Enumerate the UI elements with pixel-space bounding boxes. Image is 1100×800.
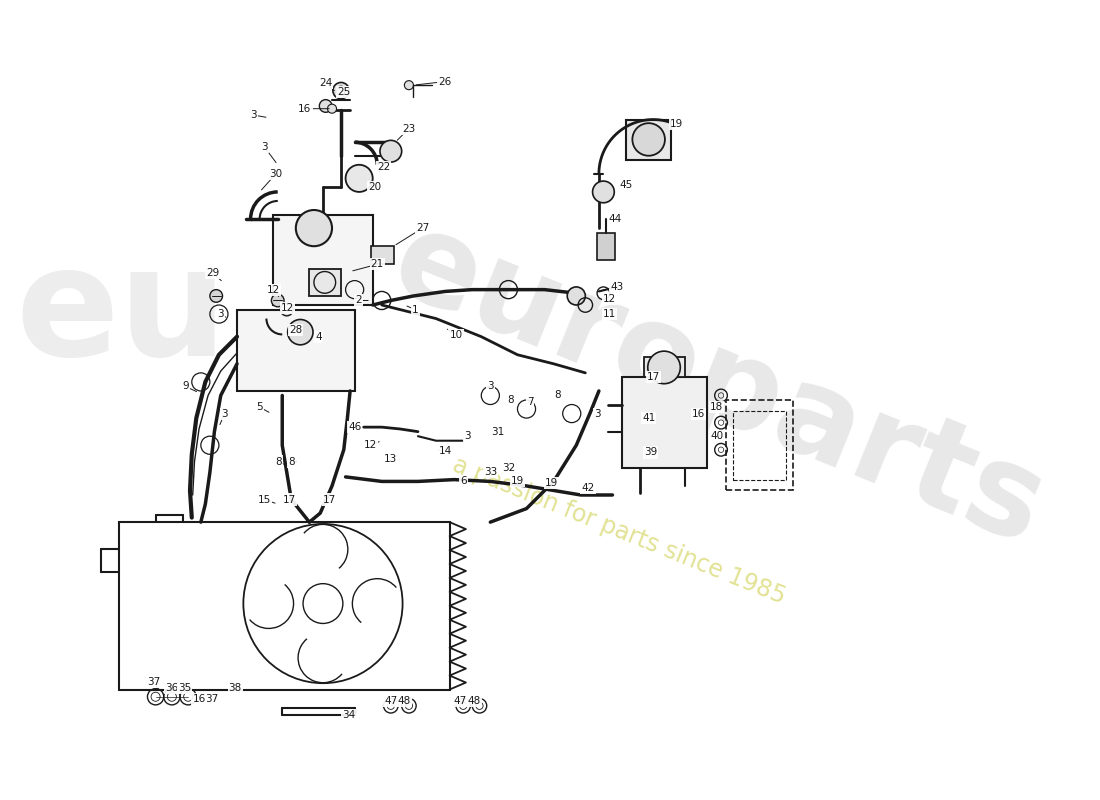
- Circle shape: [345, 165, 373, 192]
- Text: 3: 3: [218, 309, 224, 319]
- Bar: [733, 411, 786, 480]
- Text: 48: 48: [468, 696, 481, 706]
- Circle shape: [296, 210, 332, 246]
- Circle shape: [333, 82, 349, 98]
- Text: 17: 17: [322, 494, 335, 505]
- Text: 19: 19: [510, 477, 524, 486]
- Text: 1: 1: [411, 305, 419, 314]
- Bar: [726, 400, 793, 490]
- Text: 8: 8: [275, 457, 282, 466]
- Text: 35: 35: [178, 682, 191, 693]
- Text: eu: eu: [15, 238, 228, 388]
- Text: 20: 20: [368, 182, 381, 192]
- Text: 30: 30: [270, 169, 283, 179]
- Text: 12: 12: [282, 302, 295, 313]
- Text: 15: 15: [257, 494, 271, 505]
- Text: 3: 3: [464, 431, 471, 441]
- Text: 8: 8: [288, 457, 295, 466]
- Circle shape: [568, 287, 585, 305]
- Text: 24: 24: [319, 78, 332, 88]
- Text: 17: 17: [283, 494, 296, 505]
- Text: 38: 38: [229, 682, 242, 693]
- Text: 17: 17: [647, 372, 660, 382]
- Text: 41: 41: [642, 413, 656, 423]
- Text: 32: 32: [502, 463, 515, 473]
- Text: 23: 23: [403, 123, 416, 134]
- Text: 11: 11: [603, 309, 616, 319]
- Text: 29: 29: [206, 268, 219, 278]
- Text: 12: 12: [363, 440, 376, 450]
- Text: 39: 39: [644, 447, 657, 458]
- Circle shape: [319, 100, 332, 112]
- Text: 4: 4: [315, 332, 322, 342]
- Text: 40: 40: [710, 431, 723, 441]
- Text: 27: 27: [416, 223, 429, 233]
- Text: 47: 47: [454, 696, 467, 706]
- Bar: [371, 246, 394, 264]
- Text: 44: 44: [608, 214, 622, 224]
- Circle shape: [405, 81, 414, 90]
- Text: 3: 3: [261, 142, 267, 152]
- Text: 31: 31: [491, 426, 504, 437]
- Text: 18: 18: [710, 402, 723, 412]
- Text: 48: 48: [398, 696, 411, 706]
- Text: 36: 36: [165, 682, 178, 693]
- Text: 37: 37: [205, 694, 218, 703]
- Text: 7: 7: [527, 397, 534, 407]
- Circle shape: [379, 140, 401, 162]
- Text: 10: 10: [450, 330, 462, 340]
- Text: 16: 16: [192, 694, 206, 703]
- Circle shape: [280, 303, 293, 316]
- Bar: [645, 358, 685, 378]
- Text: 43: 43: [610, 282, 624, 292]
- Text: 6: 6: [460, 477, 466, 486]
- Text: 8: 8: [554, 390, 561, 401]
- Text: 16: 16: [298, 104, 311, 114]
- Text: 25: 25: [337, 87, 351, 98]
- Bar: [120, 522, 450, 690]
- Text: a passion for parts since 1985: a passion for parts since 1985: [449, 452, 789, 608]
- Circle shape: [288, 319, 313, 345]
- Text: 46: 46: [348, 422, 361, 432]
- Text: 14: 14: [439, 446, 452, 456]
- Bar: [626, 119, 671, 160]
- Text: europarts: europarts: [375, 200, 1062, 571]
- Text: 42: 42: [582, 482, 595, 493]
- Text: 47: 47: [384, 696, 397, 706]
- Text: 22: 22: [377, 162, 390, 173]
- Text: 5: 5: [256, 402, 263, 412]
- Text: 37: 37: [147, 678, 161, 687]
- Bar: [621, 378, 707, 468]
- Text: 26: 26: [439, 77, 452, 86]
- Text: 3: 3: [221, 409, 228, 418]
- Text: 3: 3: [594, 409, 601, 418]
- Text: 28: 28: [289, 326, 302, 335]
- Text: 33: 33: [484, 467, 497, 478]
- Circle shape: [328, 104, 337, 114]
- Text: 45: 45: [619, 180, 632, 190]
- Text: 13: 13: [384, 454, 397, 464]
- Circle shape: [593, 181, 614, 202]
- Bar: [236, 310, 354, 391]
- Bar: [273, 214, 373, 305]
- Text: 19: 19: [670, 119, 683, 129]
- Text: 21: 21: [371, 259, 384, 270]
- Text: 9: 9: [183, 382, 189, 391]
- Text: 34: 34: [342, 710, 355, 720]
- Text: 19: 19: [546, 478, 559, 488]
- Text: 3: 3: [487, 382, 494, 391]
- Circle shape: [632, 123, 664, 156]
- Text: 8: 8: [507, 395, 514, 405]
- Text: 3: 3: [250, 110, 256, 120]
- Text: 12: 12: [266, 285, 279, 294]
- Bar: [597, 233, 615, 260]
- Text: 2: 2: [355, 295, 362, 306]
- Circle shape: [210, 290, 222, 302]
- Text: 16: 16: [692, 409, 705, 418]
- Bar: [309, 269, 341, 296]
- Text: 12: 12: [603, 294, 616, 304]
- Circle shape: [648, 351, 680, 384]
- Circle shape: [272, 294, 284, 307]
